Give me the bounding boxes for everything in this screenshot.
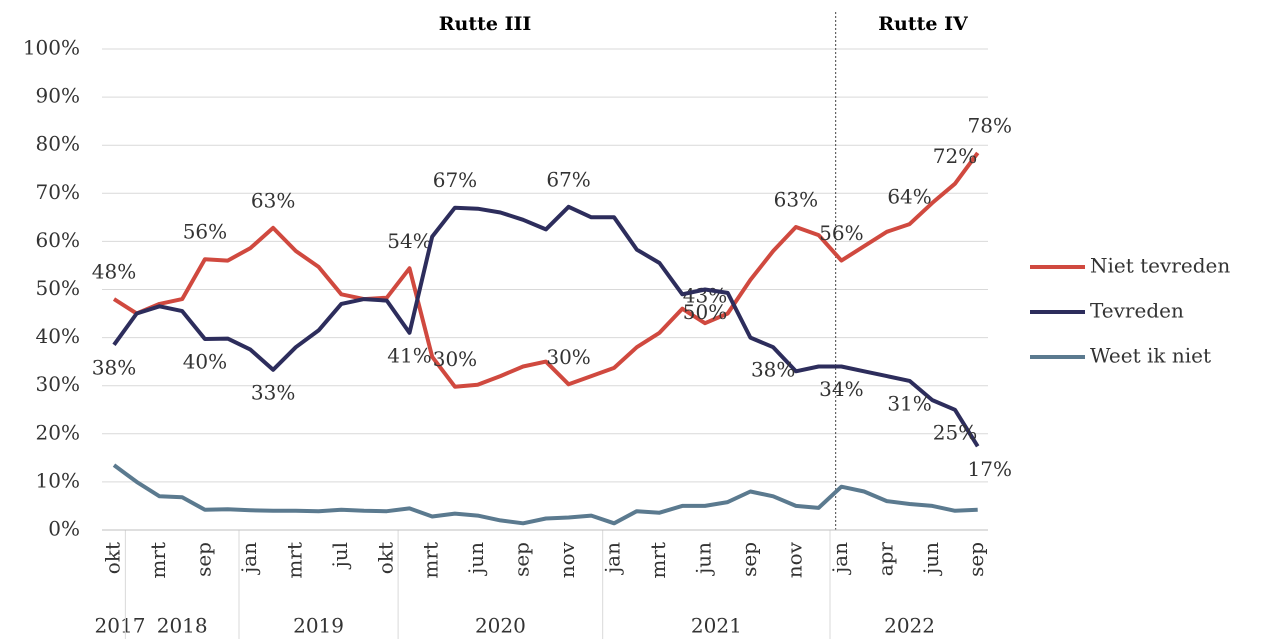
data-label: 41% [387,343,431,367]
year-label: 2018 [157,614,208,638]
series-line [112,204,980,448]
y-tick-label: 80% [36,132,80,156]
x-tick-label: sep [510,542,534,577]
data-label: 30% [433,347,477,371]
data-label: 48% [92,260,136,284]
data-label: 33% [251,380,295,404]
x-tick-label: apr [873,542,897,577]
x-tick-label: jul [328,542,352,569]
y-tick-label: 60% [36,228,80,252]
data-label: 30% [546,345,590,369]
y-tick-label: 50% [36,276,80,300]
data-label: 63% [774,187,818,211]
legend-label: Weet ik niet [1090,344,1211,368]
x-tick-label: okt [101,542,125,574]
y-tick-label: 30% [36,372,80,396]
x-tick-label: nov [555,541,579,578]
data-label: 64% [887,185,931,209]
x-tick-label: mrt [146,542,170,579]
x-tick-label: jan [601,542,625,575]
year-label: 2017 [95,614,146,638]
x-tick-label: jun [919,542,943,576]
data-label: 63% [251,188,295,212]
data-label: 25% [933,420,977,444]
x-tick-label: mrt [646,542,670,579]
data-label: 50% [683,300,727,324]
data-label: 38% [751,358,795,382]
x-tick-label: jan [237,542,261,575]
y-tick-label: 70% [36,180,80,204]
y-tick-label: 90% [36,84,80,108]
series-line [112,463,978,526]
data-label: 54% [387,229,431,253]
year-label: 2020 [475,614,526,638]
data-label: 78% [968,113,1012,137]
x-tick-label: mrt [282,542,306,579]
data-label: 56% [819,221,863,245]
x-tick-label: jun [691,542,715,576]
year-label: 2021 [691,614,742,638]
x-tick-label: sep [964,542,988,577]
x-tick-label: jun [464,542,488,576]
y-tick-label: 40% [36,324,80,348]
data-label: 34% [819,377,863,401]
x-tick-label: okt [373,542,397,574]
annotation: Rutte IV [878,13,969,35]
x-tick-label: jan [828,542,852,575]
year-label: 2019 [293,614,344,638]
year-label: 2022 [884,614,935,638]
y-tick-label: 20% [36,420,80,444]
y-tick-label: 0% [48,517,80,541]
y-tick-label: 10% [36,468,80,492]
data-label: 67% [433,168,477,192]
data-label: 38% [92,355,136,379]
legend-label: Niet tevreden [1090,254,1230,278]
annotation: Rutte III [439,13,532,35]
x-tick-label: sep [191,542,215,577]
data-label: 67% [546,167,590,191]
y-tick-label: 100% [23,36,80,60]
data-label: 31% [887,391,931,415]
data-label: 40% [183,350,227,374]
data-label: 17% [968,457,1012,481]
x-tick-label: mrt [419,542,443,579]
legend-label: Tevreden [1090,299,1184,323]
series-line [112,151,980,389]
x-tick-label: sep [737,542,761,577]
data-label: 56% [183,220,227,244]
data-label: 72% [933,144,977,168]
x-tick-label: nov [782,541,806,578]
